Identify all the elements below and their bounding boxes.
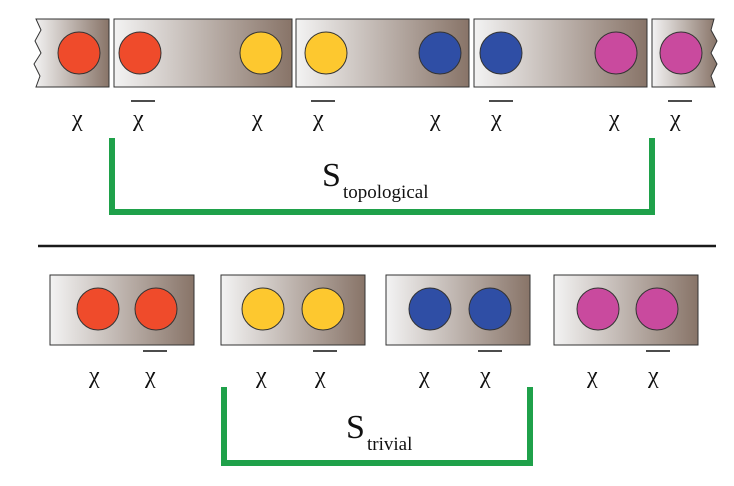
bead-blue <box>418 31 462 75</box>
chi-bar-text: χ <box>144 363 156 389</box>
chi-bar-symbol: χ <box>131 100 155 132</box>
s-subscript: trivial <box>367 434 412 455</box>
chi-bar-text: χ <box>647 363 659 389</box>
pair-blue <box>385 274 531 346</box>
chi-symbol: χ <box>251 106 263 132</box>
bead-magenta <box>659 31 703 75</box>
pair-yellow <box>220 274 366 346</box>
s-letter: S <box>346 409 365 446</box>
bead-magenta <box>594 31 638 75</box>
chi-symbol: χ <box>608 106 620 132</box>
chi-bar-text: χ <box>312 106 324 132</box>
chi-bar-text: χ <box>479 363 491 389</box>
bead-red <box>118 31 162 75</box>
bead-blue <box>468 287 512 331</box>
bead-blue <box>479 31 523 75</box>
chi-bar-text: χ <box>669 106 681 132</box>
chi-symbol: χ <box>418 363 430 389</box>
bead-magenta <box>635 287 679 331</box>
topological-bracket <box>109 138 655 215</box>
bead-red <box>76 287 120 331</box>
s-letter: S <box>322 157 341 194</box>
chi-symbol: χ <box>88 363 100 389</box>
chi-bar-text: χ <box>490 106 502 132</box>
trivial-bracket <box>221 387 533 466</box>
chi-bar-text: χ <box>132 106 144 132</box>
bead-blue <box>408 287 452 331</box>
segment-left-torn <box>33 18 110 88</box>
chi-bar-symbol: χ <box>646 350 670 389</box>
segment-right-torn <box>651 18 718 88</box>
chi-bar-text: χ <box>314 363 326 389</box>
pair-red <box>49 274 195 346</box>
bead-magenta <box>576 287 620 331</box>
bead-yellow <box>239 31 283 75</box>
segment-blue-magenta <box>473 18 648 88</box>
chi-symbol: χ <box>429 106 441 132</box>
trivial-row: χ χ χ χ χ χ χ χ S t <box>49 274 699 466</box>
segment-yellow-blue <box>295 18 470 88</box>
chi-symbol: χ <box>71 106 83 132</box>
chi-symbol: χ <box>586 363 598 389</box>
pair-magenta <box>553 274 699 346</box>
bead-yellow <box>301 287 345 331</box>
topological-symbols: χ χ χ χ χ χ χ χ <box>71 100 692 132</box>
chi-bar-symbol: χ <box>668 100 692 132</box>
bead-red <box>57 31 101 75</box>
segment-red-yellow <box>113 18 293 88</box>
chi-bar-symbol: χ <box>313 350 337 389</box>
s-topological-label: S topological <box>322 157 428 203</box>
chi-bar-symbol: χ <box>478 350 502 389</box>
chi-bar-symbol: χ <box>489 100 513 132</box>
bead-red <box>134 287 178 331</box>
bead-yellow <box>241 287 285 331</box>
chi-bar-symbol: χ <box>311 100 335 132</box>
chi-symbol: χ <box>255 363 267 389</box>
s-trivial-label: S trivial <box>346 409 412 455</box>
s-subscript: topological <box>343 182 428 203</box>
topological-row: χ χ χ χ χ χ χ χ S t <box>33 18 718 215</box>
bead-yellow <box>304 31 348 75</box>
chi-bar-symbol: χ <box>143 350 167 389</box>
trivial-symbols: χ χ χ χ χ χ χ χ <box>88 350 670 389</box>
